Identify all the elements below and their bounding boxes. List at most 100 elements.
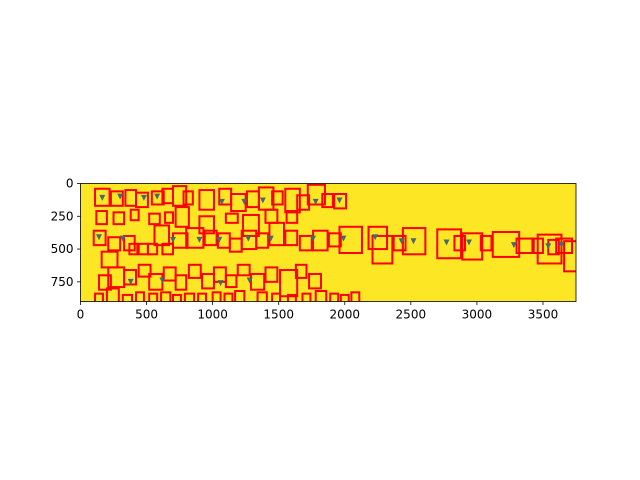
y-tick-label: 250 bbox=[51, 209, 74, 223]
detection-box bbox=[109, 190, 124, 207]
glyph-mark bbox=[465, 239, 472, 246]
x-tick-label: 2500 bbox=[396, 308, 427, 322]
detection-box bbox=[187, 263, 202, 279]
glyph-mark bbox=[119, 235, 126, 242]
glyph-mark bbox=[443, 239, 450, 246]
detection-boxes bbox=[92, 183, 576, 302]
detection-box bbox=[298, 234, 313, 252]
detection-box bbox=[224, 212, 239, 224]
y-axis: 0 250 500 750 bbox=[51, 177, 81, 289]
x-tick-label: 3000 bbox=[462, 308, 493, 322]
detection-box bbox=[285, 210, 299, 224]
x-tick-label: 0 bbox=[77, 308, 85, 322]
x-axis: 0 500 1000 1500 2000 2500 3000 3500 bbox=[77, 301, 558, 322]
detection-box bbox=[536, 233, 563, 265]
detection-box bbox=[392, 234, 407, 252]
detection-box bbox=[234, 290, 246, 302]
detection-box bbox=[183, 292, 196, 302]
glyph-mark bbox=[558, 242, 565, 249]
detection-box bbox=[92, 229, 107, 247]
detection-box bbox=[284, 187, 301, 214]
y-tick-label: 750 bbox=[51, 275, 74, 289]
detection-box bbox=[128, 242, 139, 256]
detection-box bbox=[301, 292, 312, 302]
x-tick-label: 1500 bbox=[263, 308, 294, 322]
glyph-mark bbox=[140, 194, 147, 201]
glyph-mark bbox=[246, 277, 253, 284]
detection-box bbox=[264, 266, 279, 283]
detection-box bbox=[286, 293, 297, 302]
detection-box bbox=[137, 263, 152, 278]
detection-box bbox=[329, 292, 340, 302]
detection-box bbox=[314, 290, 328, 302]
glyph-mark bbox=[159, 277, 166, 284]
detection-box bbox=[294, 263, 308, 279]
detection-box bbox=[284, 229, 299, 247]
glyph-mark bbox=[218, 198, 225, 205]
detection-box bbox=[174, 206, 190, 228]
detection-box bbox=[491, 231, 521, 258]
glyph-mark bbox=[310, 235, 317, 242]
detection-box bbox=[230, 192, 247, 213]
detection-box bbox=[479, 234, 493, 252]
plot-frame bbox=[80, 183, 577, 302]
glyph-mark bbox=[410, 238, 417, 245]
x-tick-label: 2000 bbox=[329, 308, 360, 322]
glyph-mark bbox=[245, 235, 252, 242]
detection-box bbox=[134, 291, 145, 302]
detection-box bbox=[236, 263, 251, 277]
glyph-mark bbox=[259, 197, 266, 204]
detection-box bbox=[97, 274, 112, 291]
detection-box bbox=[94, 187, 111, 207]
detection-box bbox=[197, 292, 208, 302]
glyph-mark bbox=[545, 243, 552, 250]
glyph-mark bbox=[510, 242, 517, 249]
glyph-mark bbox=[267, 235, 274, 242]
detection-box bbox=[338, 225, 363, 254]
glyph-mark bbox=[217, 280, 224, 287]
glyph-mark bbox=[99, 194, 106, 201]
detection-box bbox=[255, 232, 270, 249]
detection-box bbox=[160, 291, 172, 302]
glyph-mark bbox=[216, 236, 223, 243]
detection-box bbox=[296, 194, 311, 211]
detection-box bbox=[268, 221, 285, 247]
detection-box bbox=[367, 225, 389, 251]
x-tick-label: 500 bbox=[135, 308, 158, 322]
detection-box bbox=[94, 292, 104, 302]
detection-box bbox=[171, 185, 188, 207]
detection-box bbox=[515, 237, 535, 254]
detection-box bbox=[461, 232, 484, 261]
y-tick-label: 0 bbox=[66, 177, 74, 191]
detection-box bbox=[112, 211, 126, 226]
glyph-mark bbox=[127, 278, 134, 285]
detection-box bbox=[123, 269, 137, 286]
glyph-mark bbox=[154, 193, 161, 200]
detection-box bbox=[327, 232, 342, 248]
glyph-mark bbox=[95, 234, 102, 241]
detection-box bbox=[107, 236, 122, 252]
detection-box bbox=[271, 190, 284, 206]
detection-box bbox=[436, 228, 463, 260]
detection-box bbox=[148, 292, 159, 302]
glyph-mark bbox=[372, 234, 379, 241]
detection-box bbox=[182, 190, 194, 206]
detection-box bbox=[161, 242, 174, 256]
detection-box bbox=[203, 229, 218, 247]
detection-box bbox=[224, 274, 238, 289]
detection-box bbox=[350, 291, 361, 302]
y-tick-label: 500 bbox=[51, 242, 74, 256]
detection-box bbox=[95, 210, 108, 226]
glyph-mark bbox=[241, 198, 248, 205]
detection-box bbox=[211, 291, 222, 302]
detection-box bbox=[223, 292, 234, 302]
detection-box bbox=[164, 211, 174, 224]
detection-box bbox=[271, 292, 282, 302]
detection-box bbox=[321, 192, 334, 209]
detection-box bbox=[371, 234, 394, 265]
glyph-mark bbox=[196, 236, 203, 243]
detection-box bbox=[249, 272, 266, 291]
detection-box bbox=[185, 227, 205, 249]
detection-box bbox=[256, 291, 268, 302]
